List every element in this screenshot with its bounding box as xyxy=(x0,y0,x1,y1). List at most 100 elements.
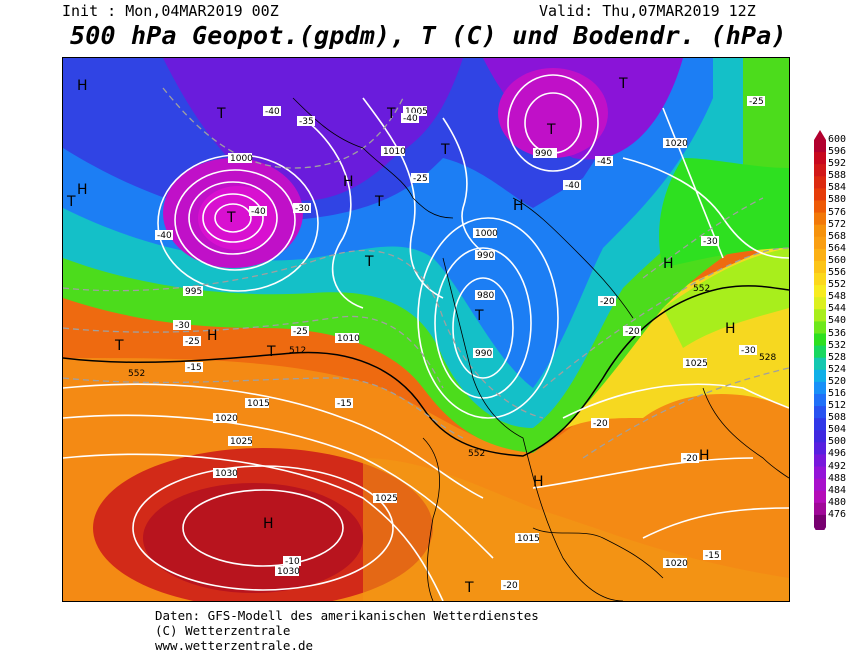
credits: Daten: GFS-Modell des amerikanischen Wet… xyxy=(155,608,539,653)
legend-bottom-arrow xyxy=(814,527,826,530)
pressure-label: 1000 xyxy=(473,228,498,239)
low-marker: T xyxy=(618,76,628,92)
svg-text:1015: 1015 xyxy=(517,534,540,544)
high-marker: H xyxy=(513,198,524,214)
svg-text:-40: -40 xyxy=(157,231,172,241)
pressure-label: 1015 xyxy=(515,533,540,544)
legend-swatch xyxy=(814,321,826,334)
high-marker: H xyxy=(263,516,274,532)
legend-swatch xyxy=(814,490,826,504)
init-time: Init : Mon,04MAR2019 00Z xyxy=(62,2,279,20)
high-marker: H xyxy=(77,182,88,198)
legend-label: 540 xyxy=(828,315,847,327)
pressure-label: 990 xyxy=(473,348,493,359)
pressure-label: 995 xyxy=(183,286,203,297)
svg-text:980: 980 xyxy=(477,291,494,301)
legend-label: 560 xyxy=(828,254,847,266)
svg-text:-20: -20 xyxy=(683,454,698,464)
svg-text:995: 995 xyxy=(185,287,202,297)
low-marker: T xyxy=(374,194,384,210)
high-marker: H xyxy=(77,78,88,94)
pressure-label: 1025 xyxy=(683,358,708,369)
temp-label: -40 xyxy=(249,206,267,217)
svg-text:-10: -10 xyxy=(285,557,300,567)
legend-label: 532 xyxy=(828,339,847,351)
legend-swatch xyxy=(814,442,826,455)
legend-label: 536 xyxy=(828,327,847,339)
pressure-label: 1005 xyxy=(403,106,428,117)
svg-text:1010: 1010 xyxy=(383,147,406,157)
legend-swatch xyxy=(814,152,826,165)
svg-text:-40: -40 xyxy=(565,181,580,191)
high-marker: H xyxy=(207,328,218,344)
geopot-label: 512 xyxy=(289,346,306,356)
valid-time: Valid: Thu,07MAR2019 12Z xyxy=(539,2,756,20)
temp-label: -25 xyxy=(183,336,201,347)
legend-label: 504 xyxy=(828,424,847,436)
geopot-label: 528 xyxy=(759,353,776,363)
temp-label: -20 xyxy=(681,453,699,464)
legend-swatch xyxy=(814,502,826,516)
legend-swatch xyxy=(814,176,826,189)
svg-text:1025: 1025 xyxy=(230,437,253,447)
svg-text:-25: -25 xyxy=(185,337,200,347)
legend-label: 592 xyxy=(828,158,847,170)
legend-label: 512 xyxy=(828,400,847,412)
pressure-label: 1030 xyxy=(213,468,238,479)
legend-swatch xyxy=(814,381,826,395)
pressure-label: 1020 xyxy=(663,558,688,569)
temp-label: -10 xyxy=(283,556,301,567)
legend-label: 552 xyxy=(828,279,847,291)
temp-label: -40 xyxy=(401,113,419,124)
svg-text:1015: 1015 xyxy=(247,399,270,409)
legend-swatch xyxy=(814,297,826,310)
credits-source: Daten: GFS-Modell des amerikanischen Wet… xyxy=(155,608,539,623)
svg-text:990: 990 xyxy=(477,251,494,261)
legend-label: 576 xyxy=(828,206,847,218)
legend-label: 524 xyxy=(828,363,847,375)
legend-label: 488 xyxy=(828,472,847,484)
temp-label: -45 xyxy=(595,156,613,167)
legend-label: 556 xyxy=(828,267,847,279)
svg-text:-45: -45 xyxy=(597,157,612,167)
legend-swatch xyxy=(814,140,826,153)
pressure-label: 990 xyxy=(533,148,557,159)
temp-label: -15 xyxy=(185,362,203,373)
isohypse-552 xyxy=(63,285,789,457)
svg-text:-30: -30 xyxy=(295,204,310,214)
legend-swatch xyxy=(814,285,826,298)
legend-swatch xyxy=(814,345,826,359)
legend-swatch xyxy=(814,514,826,528)
map-title: 500 hPa Geopot.(gpdm), T (C) und Bodendr… xyxy=(70,21,787,50)
credits-url[interactable]: www.wetterzentrale.de xyxy=(155,638,314,653)
legend-label: 588 xyxy=(828,170,847,182)
low-marker: T xyxy=(546,122,556,138)
temp-label: -25 xyxy=(747,96,765,107)
low-marker: T xyxy=(226,210,236,226)
svg-text:-40: -40 xyxy=(403,114,418,124)
color-legend: 600 596 592 588 584 580 576 572 568 564 560 556 552 5… xyxy=(810,130,850,530)
pressure-labels: 1005 1010 1000 1000 990 980 xyxy=(183,106,708,577)
svg-text:-35: -35 xyxy=(299,117,314,127)
low-marker: T xyxy=(364,254,374,270)
temp-label: -20 xyxy=(623,326,641,337)
legend-label: 496 xyxy=(828,448,847,460)
geopot-label: 552 xyxy=(128,369,145,379)
legend-label: 584 xyxy=(828,182,847,194)
svg-text:-15: -15 xyxy=(337,399,352,409)
legend-swatch xyxy=(814,454,826,468)
coastlines xyxy=(292,97,789,601)
legend-swatch xyxy=(814,248,826,262)
legend-top-arrow xyxy=(814,130,826,140)
temp-label: -40 xyxy=(263,106,281,117)
high-marker: H xyxy=(533,474,544,490)
temp-label: -20 xyxy=(501,580,519,591)
temperature-labels: -40 -40 -40 -40 -35 -30 -25 -25 -30 -25 … xyxy=(155,96,765,591)
legend-swatch xyxy=(814,406,826,419)
legend-swatch xyxy=(814,200,826,214)
legend-swatch xyxy=(814,260,826,274)
geopot-labels: 552 512 552 552 528 xyxy=(128,284,776,459)
legend-swatch xyxy=(814,236,826,250)
legend-label: 500 xyxy=(828,436,847,448)
svg-text:1000: 1000 xyxy=(230,154,253,164)
